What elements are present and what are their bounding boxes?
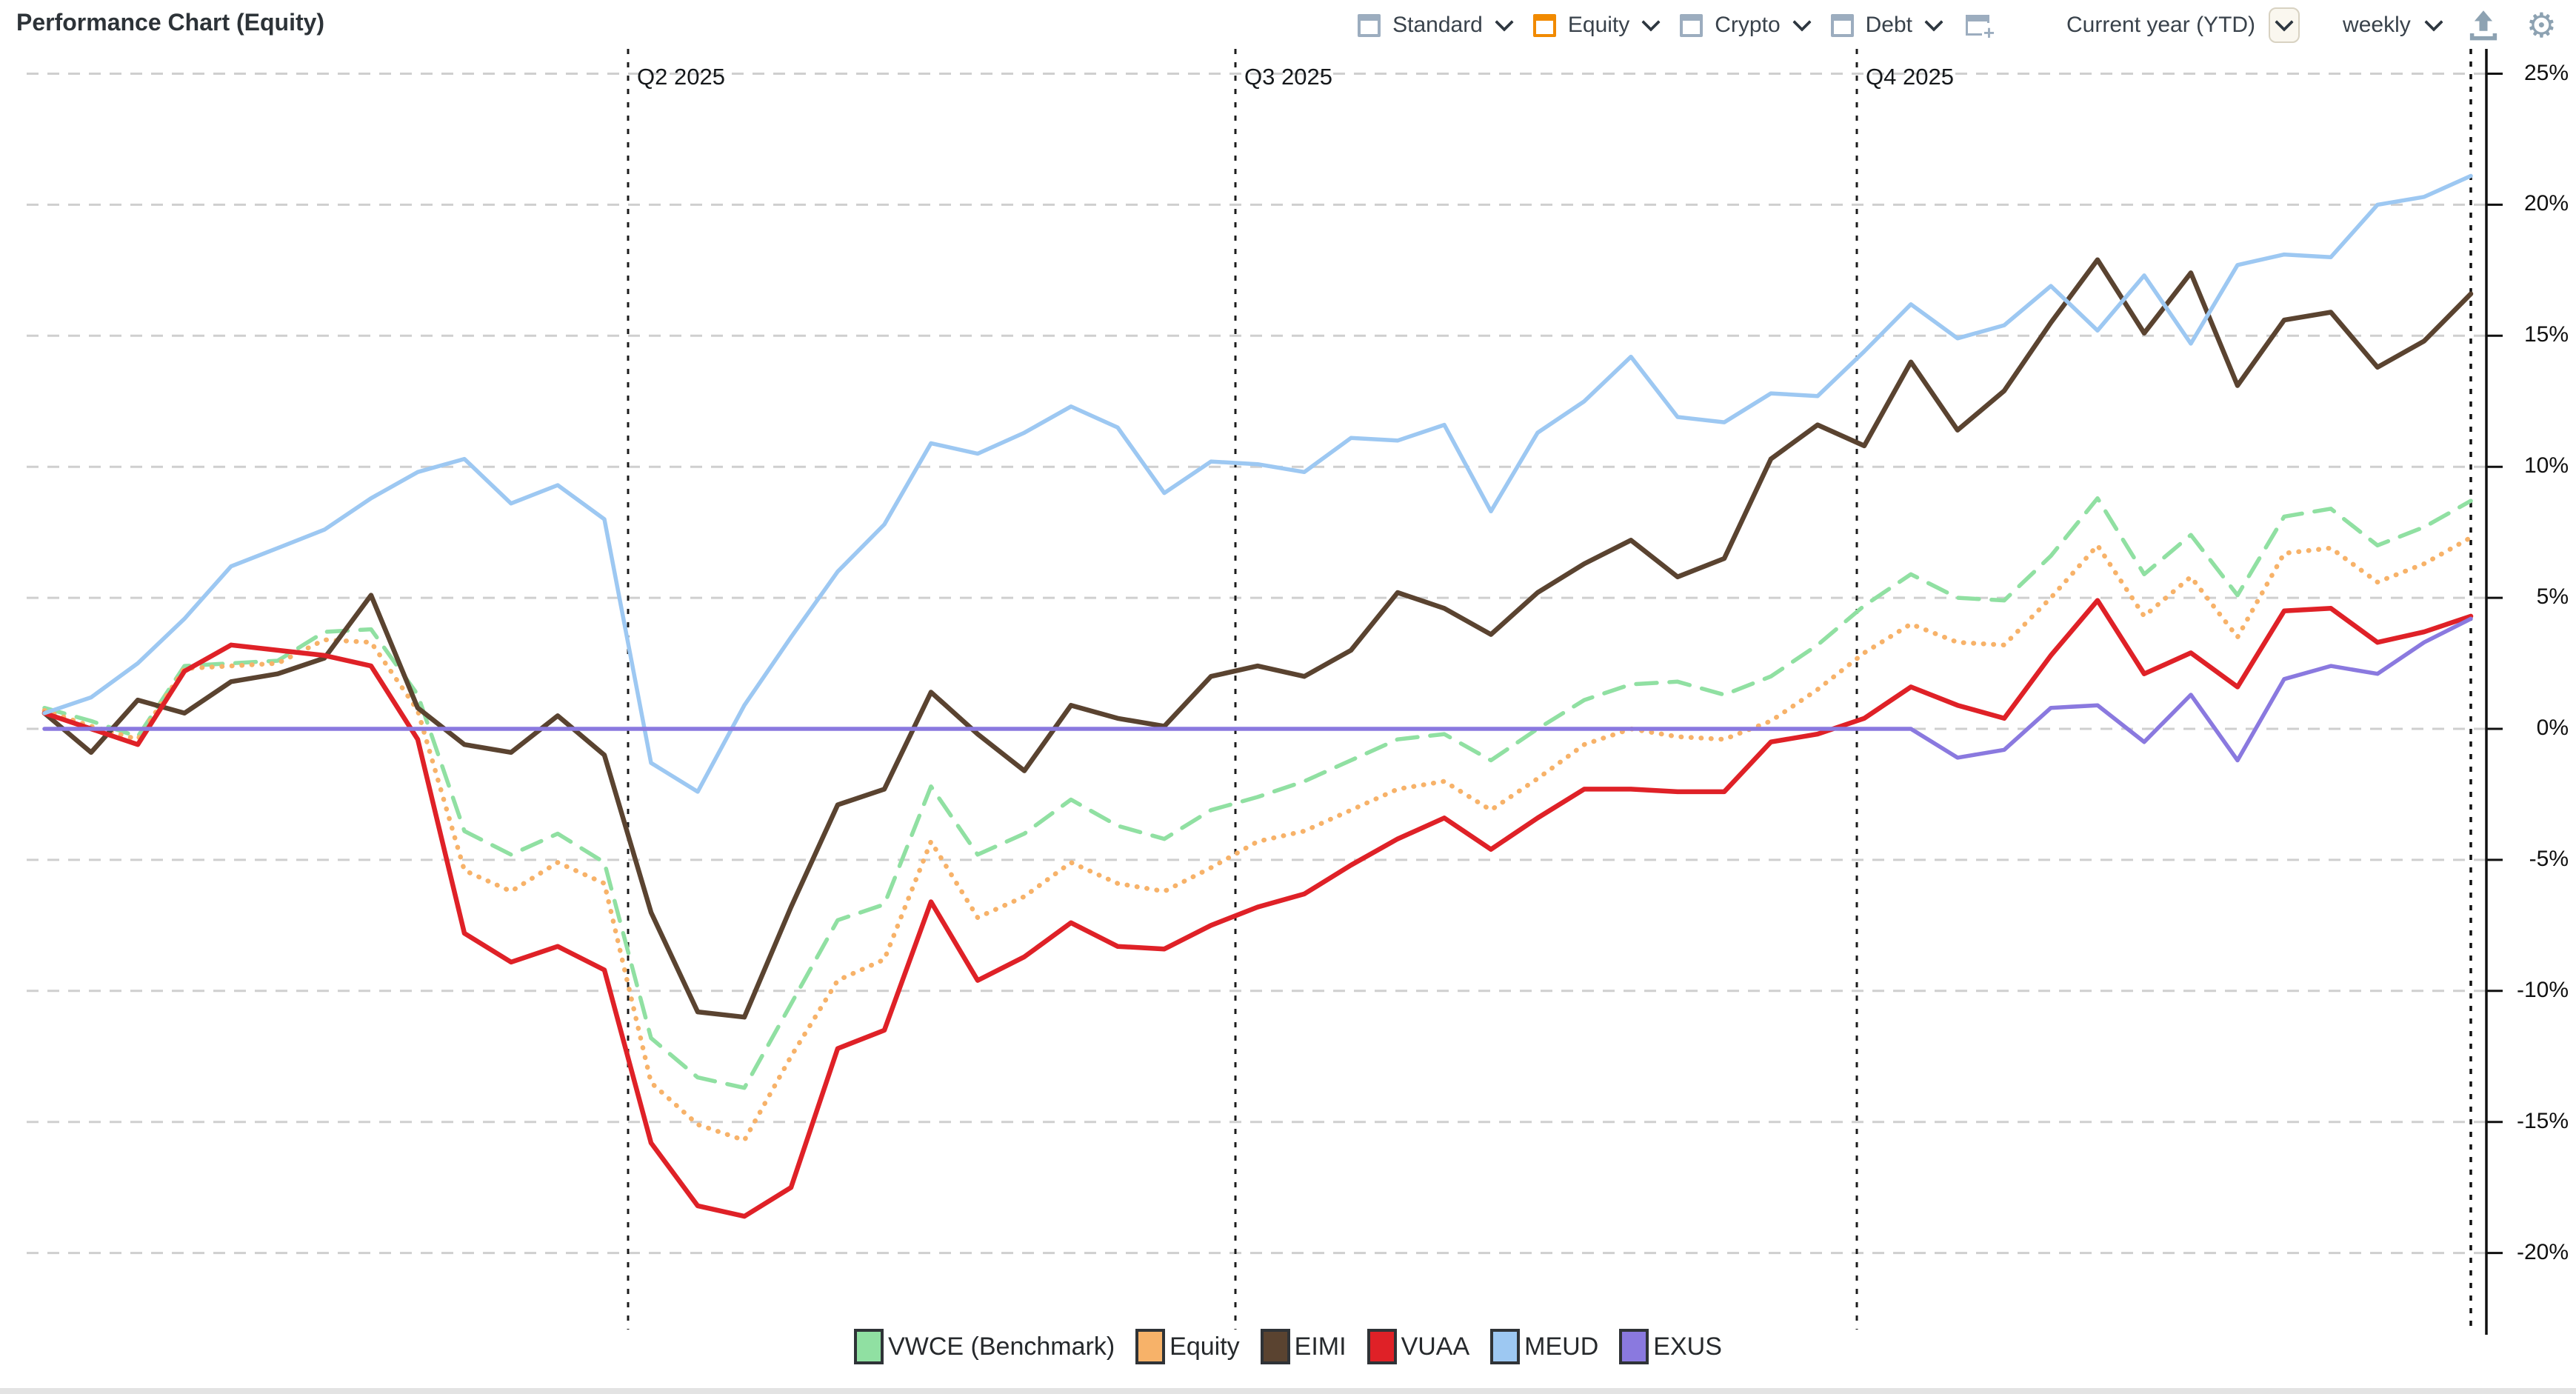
gear-icon[interactable]: ⚙ <box>2526 5 2557 45</box>
legend-item-vwce[interactable]: VWCE (Benchmark) <box>854 1329 1115 1364</box>
panel-icon <box>1358 13 1381 37</box>
legend-swatch <box>1135 1329 1166 1364</box>
legend-item-equity[interactable]: Equity <box>1135 1329 1240 1364</box>
chevron-down-icon[interactable] <box>2424 13 2443 32</box>
legend-item-vuaa[interactable]: VUAA <box>1367 1329 1470 1364</box>
legend-item-exus[interactable]: EXUS <box>1619 1329 1722 1364</box>
upload-arrow-glyph <box>2469 10 2497 41</box>
page-title: Performance Chart (Equity) <box>16 9 325 36</box>
quarter-label: Q4 2025 <box>1866 64 1954 90</box>
y-axis-label: 15% <box>2523 322 2569 347</box>
plus-icon: + <box>1981 21 1995 44</box>
panel-icon <box>1830 13 1854 37</box>
panel-icon <box>1532 13 1556 37</box>
quarter-label: Q3 2025 <box>1244 64 1332 90</box>
legend-swatch <box>854 1329 884 1364</box>
y-axis-label: -5% <box>2529 846 2569 871</box>
y-axis-label: -20% <box>2516 1239 2569 1264</box>
header: Performance Chart (Equity) Standard Equi… <box>0 0 2576 49</box>
panel-label: Standard <box>1392 13 1483 37</box>
legend-label: Equity <box>1169 1332 1240 1361</box>
series-line-3 <box>41 598 2474 1219</box>
series-line-5 <box>42 616 2473 763</box>
panel-icon <box>1680 13 1704 37</box>
y-axis-label: 25% <box>2523 60 2569 85</box>
horizontal-scrollbar[interactable] <box>0 1388 2576 1394</box>
legend-swatch <box>1490 1329 1521 1364</box>
legend-label: VUAA <box>1401 1332 1470 1361</box>
interval-select[interactable]: weekly <box>2343 13 2411 37</box>
panel-tab-debt[interactable]: Debt <box>1830 13 1943 38</box>
series-line-0 <box>42 496 2473 1090</box>
legend-swatch <box>1367 1329 1397 1364</box>
chevron-down-icon <box>2275 13 2294 32</box>
y-axis-label: 10% <box>2523 453 2569 478</box>
series-line-2 <box>41 257 2474 1020</box>
legend-item-meud[interactable]: MEUD <box>1490 1329 1598 1364</box>
chevron-down-icon <box>1495 13 1514 32</box>
chevron-down-icon <box>1641 13 1661 32</box>
panel-tab-crypto[interactable]: Crypto <box>1680 13 1812 38</box>
upload-icon[interactable] <box>2467 9 2500 41</box>
header-controls: Standard Equity Crypto Debt + Current ye… <box>1335 7 2557 43</box>
chevron-down-icon <box>1924 13 1943 32</box>
series-line-4 <box>42 173 2473 794</box>
panel-label: Equity <box>1567 13 1630 37</box>
panel-label: Debt <box>1865 13 1912 37</box>
y-axis-label: 0% <box>2536 716 2569 740</box>
legend-item-eimi[interactable]: EIMI <box>1260 1329 1347 1364</box>
legend-label: VWCE (Benchmark) <box>888 1332 1115 1361</box>
y-axis-label: -15% <box>2516 1108 2569 1133</box>
legend: VWCE (Benchmark) Equity EIMI VUAA MEUD E… <box>0 1329 2576 1364</box>
y-axis-label: 5% <box>2536 584 2569 610</box>
y-axis-label: 20% <box>2523 191 2569 216</box>
y-axis-label: -10% <box>2516 977 2569 1002</box>
quarter-label: Q2 2025 <box>637 64 725 90</box>
series-line-1 <box>41 535 2474 1143</box>
range-label: Current year (YTD) <box>2066 13 2256 37</box>
chevron-down-icon <box>1792 13 1812 32</box>
panel-label: Crypto <box>1715 13 1781 37</box>
panel-tab-equity[interactable]: Equity <box>1532 13 1661 38</box>
legend-label: EXUS <box>1653 1332 1722 1361</box>
legend-swatch <box>1260 1329 1290 1364</box>
legend-label: MEUD <box>1524 1332 1599 1361</box>
panel-tab-standard[interactable]: Standard <box>1358 13 1514 38</box>
range-select[interactable] <box>2269 7 2300 43</box>
add-panel-icon[interactable]: + <box>1966 15 1995 42</box>
legend-swatch <box>1619 1329 1649 1364</box>
legend-label: EIMI <box>1294 1332 1347 1361</box>
